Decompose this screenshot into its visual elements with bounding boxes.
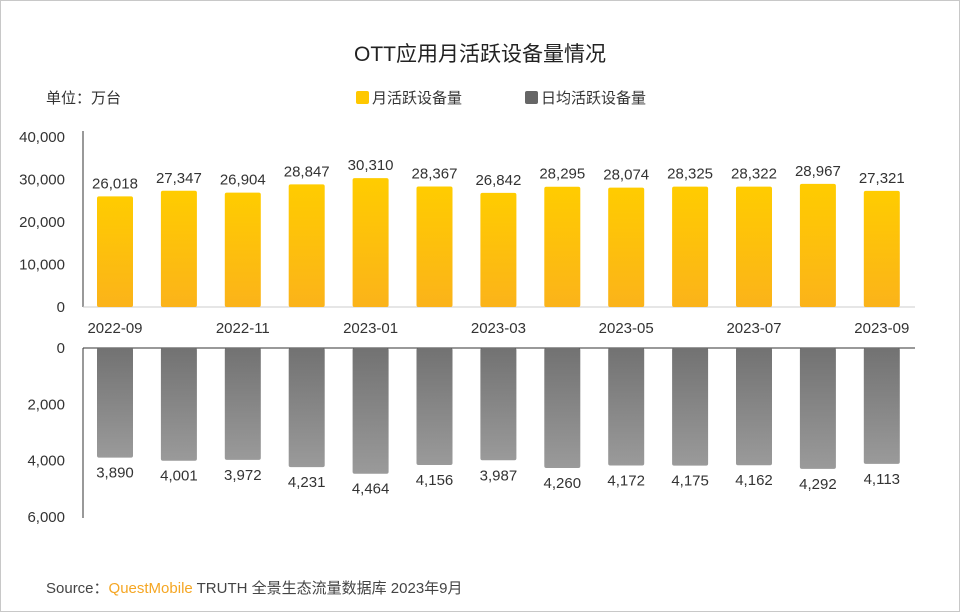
data-label-monthly: 30,310	[348, 157, 394, 174]
data-label-monthly: 28,325	[667, 166, 713, 183]
data-label-daily: 3,987	[480, 467, 518, 484]
bar-monthly	[416, 186, 453, 307]
bar-daily	[288, 348, 325, 468]
chart-title: OTT应用月活跃设备量情况	[354, 43, 606, 66]
data-label-daily: 4,162	[735, 472, 773, 489]
data-label-daily: 4,156	[416, 472, 454, 489]
y-tick-label-bottom: 4,000	[27, 453, 65, 470]
data-label-monthly: 26,842	[475, 172, 521, 189]
legend-swatch-icon	[356, 91, 369, 104]
data-label-daily: 4,001	[160, 468, 198, 485]
data-label-daily: 4,175	[671, 473, 709, 490]
data-label-daily: 4,464	[352, 481, 390, 498]
data-label-monthly: 28,074	[603, 167, 649, 184]
bar-monthly	[736, 186, 772, 307]
legend-swatch-icon	[525, 91, 538, 104]
bar-monthly	[352, 178, 389, 307]
data-label-monthly: 28,295	[539, 166, 585, 183]
y-tick-label-top: 20,000	[19, 214, 65, 231]
data-label-daily: 4,172	[607, 473, 645, 490]
data-label-daily: 4,113	[864, 471, 900, 488]
data-label-monthly: 27,321	[859, 170, 905, 187]
data-label-monthly: 28,367	[412, 165, 458, 182]
y-tick-label-top: 40,000	[19, 129, 65, 146]
bar-monthly	[544, 186, 581, 307]
source-prefix: Source：	[46, 580, 109, 597]
legend-label: 日均活跃设备量	[541, 90, 647, 107]
bar-daily	[608, 348, 645, 466]
source-text: TRUTH 全景生态流量数据库 2023年9月	[192, 580, 463, 597]
data-label-daily: 3,972	[224, 467, 262, 484]
bar-monthly	[160, 190, 197, 307]
data-label-daily: 4,260	[544, 475, 582, 492]
bar-monthly	[97, 196, 133, 307]
bar-monthly	[863, 190, 900, 307]
x-tick-label: 2023-03	[471, 320, 526, 337]
x-tick-label: 2023-05	[599, 320, 654, 337]
y-tick-label-bottom: 6,000	[27, 509, 65, 526]
legend-label: 月活跃设备量	[372, 90, 463, 107]
data-label-monthly: 28,967	[795, 163, 841, 180]
source-note: Source：QuestMobile TRUTH 全景生态流量数据库 2023年…	[46, 577, 463, 598]
source-brand: QuestMobile	[108, 580, 193, 597]
y-tick-label-top: 0	[57, 299, 65, 316]
bar-daily	[544, 348, 581, 468]
data-label-monthly: 26,904	[220, 172, 266, 189]
y-tick-label-top: 10,000	[19, 257, 65, 274]
data-label-daily: 4,231	[288, 474, 326, 491]
y-tick-label-bottom: 2,000	[27, 396, 65, 413]
data-label-monthly: 28,847	[284, 163, 330, 180]
bar-daily	[480, 348, 517, 461]
bar-daily	[416, 348, 453, 466]
x-tick-label: 2022-09	[87, 320, 142, 337]
bar-daily	[672, 348, 709, 466]
bar-monthly	[224, 192, 261, 307]
bar-daily	[160, 348, 197, 461]
data-label-daily: 4,292	[799, 476, 837, 493]
x-tick-label: 2023-09	[854, 320, 909, 337]
unit-label: 单位：万台	[46, 90, 122, 107]
x-tick-label: 2022-11	[216, 320, 270, 337]
bar-daily	[97, 348, 133, 458]
bar-monthly	[672, 186, 709, 307]
data-label-daily: 3,890	[96, 465, 134, 482]
x-tick-label: 2023-01	[343, 320, 398, 337]
bar-monthly	[480, 192, 517, 307]
data-label-monthly: 28,322	[731, 166, 777, 183]
bar-monthly	[608, 187, 645, 307]
legend-item-daily: 日均活跃设备量	[525, 87, 646, 108]
bar-daily	[799, 348, 836, 469]
data-label-monthly: 26,018	[92, 175, 138, 192]
bar-daily	[736, 348, 772, 466]
x-tick-label: 2023-07	[726, 320, 781, 337]
bar-daily	[224, 348, 261, 460]
data-label-monthly: 27,347	[156, 170, 202, 187]
bar-daily	[352, 348, 389, 474]
bar-monthly	[799, 183, 836, 307]
bar-daily	[863, 348, 900, 464]
bar-monthly	[288, 184, 325, 307]
y-tick-label-bottom: 0	[57, 340, 65, 357]
y-tick-label-top: 30,000	[19, 172, 65, 189]
legend-item-monthly: 月活跃设备量	[356, 87, 462, 108]
